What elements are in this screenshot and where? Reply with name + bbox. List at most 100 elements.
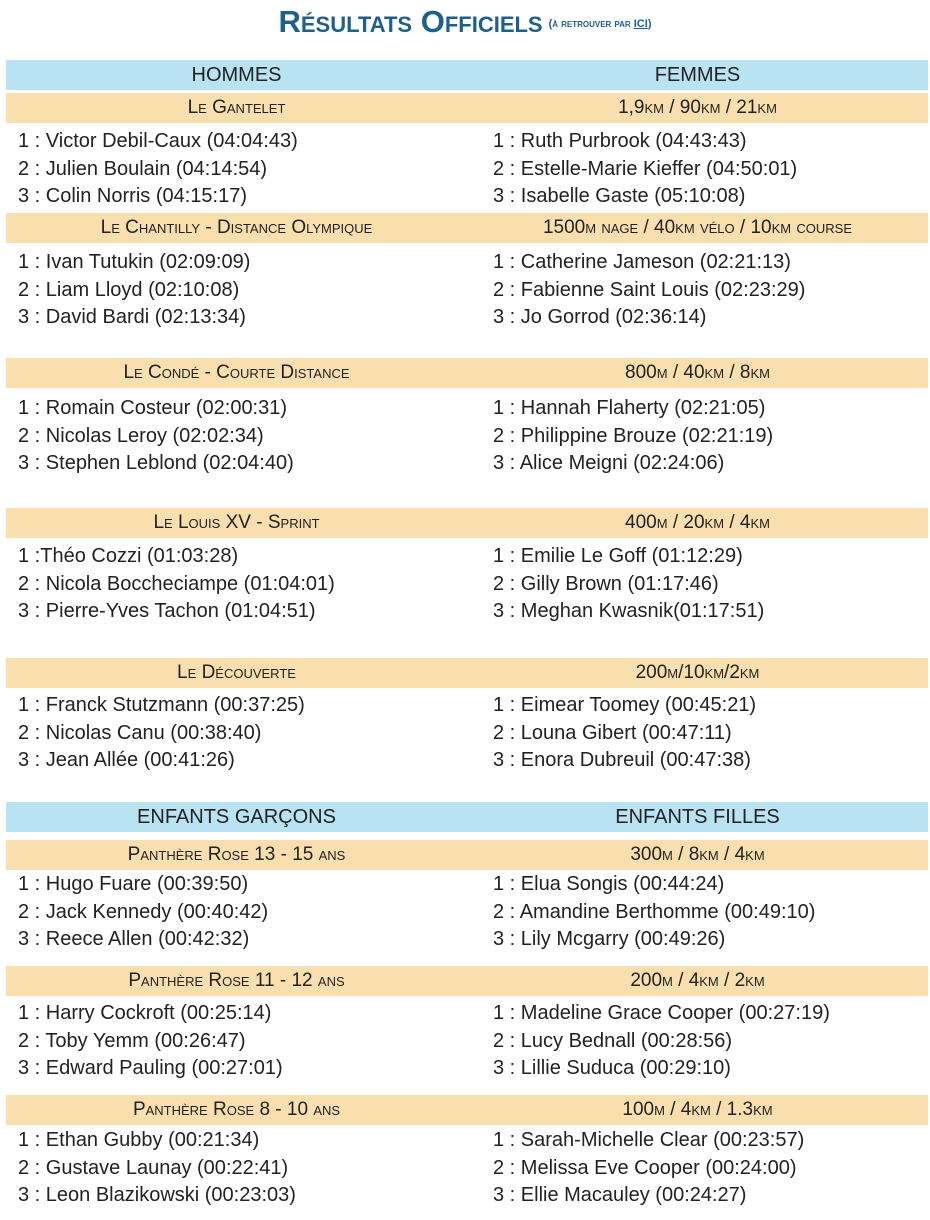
race-results: 1 : Hugo Fuare (00:39:50) 2 : Jack Kenned… <box>0 871 930 954</box>
result-row: 2 : Nicola Boccheciampe (01:04:01) <box>18 572 335 595</box>
result-row: 2 : Toby Yemm (00:26:47) <box>18 1029 246 1052</box>
result-row: 1 : Franck Stutzmann (00:37:25) <box>18 694 305 716</box>
race-header: Panthère Rose 13 - 15 ans 300m / 8km / 4k… <box>6 840 928 870</box>
result-row: 2 : Liam Lloyd (02:10:08) <box>18 278 240 301</box>
result-row: 3 : Lillie Suduca (00:29:10) <box>493 1057 731 1079</box>
results-women: 1 : Catherine Jameson (02:21:13) 2 : Fabi… <box>465 249 930 332</box>
group-header: HOMMES FEMMES <box>6 60 928 90</box>
race-name: Panthère Rose 13 - 15 ans <box>127 844 346 865</box>
race-distance: 100m / 4km / 1.3km <box>622 1099 773 1120</box>
results-women: 1 : Hannah Flaherty (02:21:05) 2 : Philip… <box>465 395 930 478</box>
result-row: 2 : Jack Kennedy (00:40:42) <box>18 900 269 923</box>
race-name: Le Chantilly - Distance Olympique <box>100 217 373 238</box>
subtitle-prefix: (à retrouver par <box>548 17 634 30</box>
race-header: Le Condé - Courte Distance 800m / 40km / … <box>6 358 928 388</box>
result-row: 2 : Nicolas Canu (00:38:40) <box>18 721 262 744</box>
results-link[interactable]: ICI <box>633 17 648 30</box>
race-header: Le Découverte 200m/10km/2km <box>6 658 928 688</box>
result-row: 2 : Philippine Brouze (02:21:19) <box>493 424 774 447</box>
results-women: 1 : Sarah-Michelle Clear (00:23:57) 2 : M… <box>465 1127 930 1210</box>
result-row: 2 : Gilly Brown (01:17:46) <box>493 572 719 595</box>
race-header: Le Chantilly - Distance Olympique 1500m n… <box>6 213 928 243</box>
result-row: 1 : Romain Costeur (02:00:31) <box>18 397 288 419</box>
result-row: 3 : Meghan Kwasnik(01:17:51) <box>493 600 765 622</box>
race-results: 1 : Ivan Tutukin (02:09:09) 2 : Liam Lloy… <box>0 249 930 332</box>
result-row: 3 : Reece Allen (00:42:32) <box>18 928 250 950</box>
race-results: 1 : Victor Debil-Caux (04:04:43) 2 : Juli… <box>0 128 930 211</box>
race-distance: 200m/10km/2km <box>635 662 760 683</box>
result-row: 3 : Jean Allée (00:41:26) <box>18 749 235 771</box>
result-row: 2 : Melissa Eve Cooper (00:24:00) <box>493 1156 797 1179</box>
results-men: 1 :Théo Cozzi (01:03:28) 2 : Nicola Bocch… <box>0 543 465 626</box>
race-name: Panthère Rose 8 - 10 ans <box>132 1099 341 1120</box>
group-header: ENFANTS GARÇONS ENFANTS FILLES <box>6 802 928 832</box>
race-name: Le Condé - Courte Distance <box>123 362 350 383</box>
results-men: 1 : Victor Debil-Caux (04:04:43) 2 : Juli… <box>0 128 465 211</box>
result-row: 1 : Madeline Grace Cooper (00:27:19) <box>493 1002 830 1024</box>
result-row: 3 : Enora Dubreuil (00:47:38) <box>493 749 751 771</box>
page-title: Résultats Officiels (à retrouver par ICI) <box>0 4 930 40</box>
race-distance: 200m / 4km / 2km <box>630 970 765 991</box>
race-distance: 1,9km / 90km / 21km <box>618 97 777 118</box>
result-row: 1 : Catherine Jameson (02:21:13) <box>493 251 791 273</box>
result-row: 1 : Eimear Toomey (00:45:21) <box>493 694 757 716</box>
results-men: 1 : Hugo Fuare (00:39:50) 2 : Jack Kenned… <box>0 871 465 954</box>
race-name: Le Louis XV - Sprint <box>153 512 320 533</box>
result-row: 3 : Pierre-Yves Tachon (01:04:51) <box>18 600 316 622</box>
result-row: 2 : Lucy Bednall (00:28:56) <box>493 1029 733 1052</box>
results-women: 1 : Madeline Grace Cooper (00:27:19) 2 : … <box>465 1000 930 1083</box>
result-row: 2 : Julien Boulain (04:14:54) <box>18 157 268 180</box>
result-row: 2 : Fabienne Saint Louis (02:23:29) <box>493 278 806 301</box>
result-row: 1 :Théo Cozzi (01:03:28) <box>18 545 239 567</box>
result-row: 1 : Sarah-Michelle Clear (00:23:57) <box>493 1129 805 1151</box>
title-text: Résultats Officiels <box>278 4 543 39</box>
race-results: 1 : Franck Stutzmann (00:37:25) 2 : Nicol… <box>0 692 930 775</box>
results-women: 1 : Eimear Toomey (00:45:21) 2 : Louna Gi… <box>465 692 930 775</box>
race-distance: 400m / 20km / 4km <box>625 512 770 533</box>
result-row: 3 : David Bardi (02:13:34) <box>18 306 246 328</box>
results-men: 1 : Ivan Tutukin (02:09:09) 2 : Liam Lloy… <box>0 249 465 332</box>
race-results: 1 : Romain Costeur (02:00:31) 2 : Nicolas… <box>0 395 930 478</box>
result-row: 2 : Nicolas Leroy (02:02:34) <box>18 424 264 447</box>
race-header: Panthère Rose 11 - 12 ans 200m / 4km / 2k… <box>6 966 928 996</box>
results-women: 1 : Ruth Purbrook (04:43:43) 2 : Estelle-… <box>465 128 930 211</box>
title-subtitle: (à retrouver par ICI) <box>549 18 652 30</box>
result-row: 1 : Ethan Gubby (00:21:34) <box>18 1129 260 1151</box>
result-row: 1 : Elua Songis (00:44:24) <box>493 873 725 895</box>
race-header: Panthère Rose 8 - 10 ans 100m / 4km / 1.3… <box>6 1095 928 1125</box>
result-row: 3 : Alice Meigni (02:24:06) <box>493 452 725 474</box>
result-row: 1 : Emilie Le Goff (01:12:29) <box>493 545 743 567</box>
result-row: 1 : Ruth Purbrook (04:43:43) <box>493 130 747 152</box>
race-name: Le Gantelet <box>187 97 286 118</box>
result-row: 2 : Gustave Launay (00:22:41) <box>18 1156 289 1179</box>
result-row: 1 : Hugo Fuare (00:39:50) <box>18 873 249 895</box>
race-distance: 1500m nage / 40km vélo / 10km course <box>542 217 853 238</box>
result-row: 1 : Victor Debil-Caux (04:04:43) <box>18 130 298 152</box>
race-distance: 300m / 8km / 4km <box>630 844 765 865</box>
result-row: 3 : Edward Pauling (00:27:01) <box>18 1057 283 1079</box>
group-right: FEMMES <box>654 64 741 86</box>
result-row: 2 : Amandine Berthomme (00:49:10) <box>493 900 816 923</box>
result-row: 3 : Colin Norris (04:15:17) <box>18 185 247 207</box>
result-row: 1 : Ivan Tutukin (02:09:09) <box>18 251 251 273</box>
result-row: 3 : Lily Mcgarry (00:49:26) <box>493 928 726 950</box>
group-left: HOMMES <box>191 64 282 86</box>
result-row: 2 : Louna Gibert (00:47:11) <box>493 721 732 744</box>
race-results: 1 : Ethan Gubby (00:21:34) 2 : Gustave La… <box>0 1127 930 1210</box>
result-row: 3 : Isabelle Gaste (05:10:08) <box>493 185 746 207</box>
race-distance: 800m / 40km / 8km <box>625 362 770 383</box>
result-row: 3 : Leon Blazikowski (00:23:03) <box>18 1184 296 1206</box>
results-men: 1 : Franck Stutzmann (00:37:25) 2 : Nicol… <box>0 692 465 775</box>
results-men: 1 : Harry Cockroft (00:25:14) 2 : Toby Ye… <box>0 1000 465 1083</box>
results-women: 1 : Emilie Le Goff (01:12:29) 2 : Gilly B… <box>465 543 930 626</box>
result-row: 3 : Ellie Macauley (00:24:27) <box>493 1184 747 1206</box>
race-name: Le Découverte <box>177 662 296 683</box>
group-left: ENFANTS GARÇONS <box>137 806 336 828</box>
result-row: 2 : Estelle-Marie Kieffer (04:50:01) <box>493 157 798 180</box>
race-header: Le Gantelet 1,9km / 90km / 21km <box>6 93 928 123</box>
results-men: 1 : Romain Costeur (02:00:31) 2 : Nicolas… <box>0 395 465 478</box>
subtitle-suffix: ) <box>647 17 652 30</box>
results-women: 1 : Elua Songis (00:44:24) 2 : Amandine B… <box>465 871 930 954</box>
race-results: 1 : Harry Cockroft (00:25:14) 2 : Toby Ye… <box>0 1000 930 1083</box>
